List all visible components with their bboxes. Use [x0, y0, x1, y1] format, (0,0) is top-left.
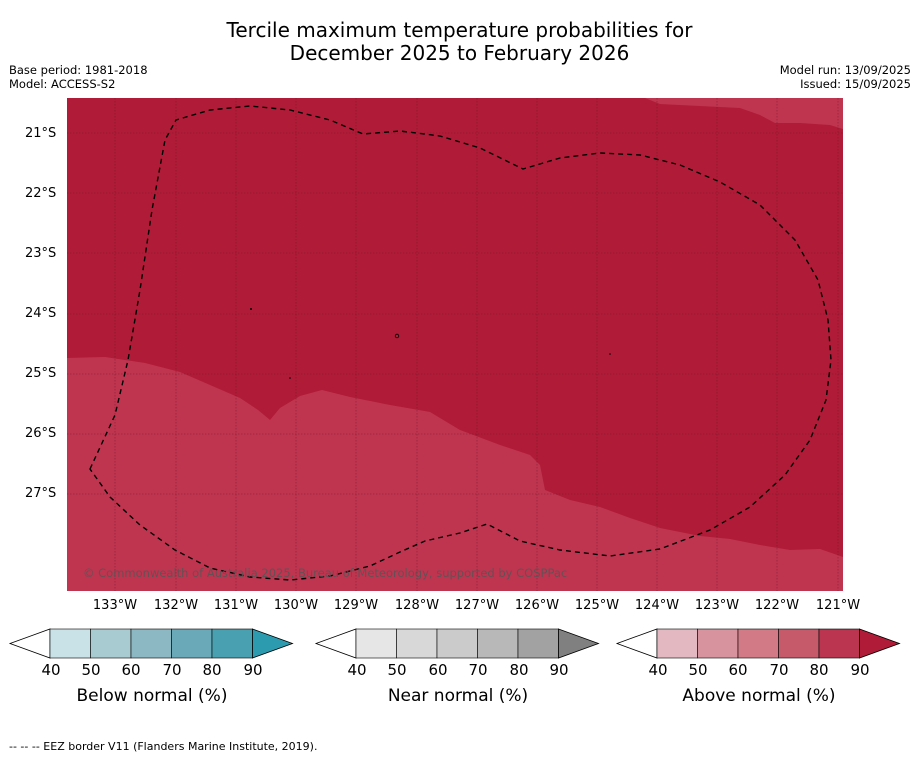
lat-label: 26°S: [25, 426, 57, 441]
island-marker: [289, 377, 291, 379]
lon-label: 132°W: [153, 598, 199, 613]
lon-label: 133°W: [92, 598, 138, 613]
colorbars: [8, 628, 901, 659]
colorbar-near-label: Near normal (%): [387, 686, 529, 706]
cb-tick: 90: [243, 661, 263, 679]
lon-label: 123°W: [694, 598, 740, 613]
cb-tick: 90: [850, 661, 870, 679]
colorbar-near-extend-high: [558, 628, 600, 659]
lon-label: 124°W: [634, 598, 680, 613]
model-run: Model run: 13/09/2025: [779, 63, 911, 77]
copyright-text: © Commonwealth of Australia 2025, Bureau…: [83, 566, 568, 580]
colorbar-above-extend-low: [615, 628, 658, 659]
colorbar-near-segment: [477, 628, 519, 659]
cb-tick: 40: [41, 661, 61, 679]
map-area-above-70-north: [645, 98, 843, 129]
lon-label: 130°W: [273, 598, 319, 613]
title-line-1: Tercile maximum temperature probabilitie…: [226, 18, 693, 42]
cb-tick: 60: [428, 661, 448, 679]
base-period: Base period: 1981-2018: [9, 63, 148, 77]
colorbar-below-segment: [49, 628, 91, 659]
colorbar-above-segment: [697, 628, 739, 659]
lat-label: 25°S: [25, 366, 57, 381]
lat-label: 24°S: [25, 306, 57, 321]
cb-tick: 50: [688, 661, 708, 679]
lon-label: 131°W: [213, 598, 259, 613]
cb-tick: 90: [549, 661, 569, 679]
lon-label: 127°W: [454, 598, 500, 613]
lat-label: 23°S: [25, 246, 57, 261]
colorbar-below-segment: [211, 628, 253, 659]
lat-label: 27°S: [25, 486, 57, 501]
cb-tick: 60: [728, 661, 748, 679]
colorbar-above-extend-high: [859, 628, 901, 659]
cb-tick: 40: [347, 661, 367, 679]
lon-label: 126°W: [514, 598, 560, 613]
island-marker: [609, 353, 611, 355]
colorbar-below-extend-high: [252, 628, 294, 659]
issued-date: Issued: 15/09/2025: [800, 77, 911, 91]
colorbar-above-segment: [656, 628, 698, 659]
cb-tick: 40: [648, 661, 668, 679]
cb-tick: 80: [202, 661, 222, 679]
colorbar-near-extend-low: [314, 628, 357, 659]
colorbar-above-segment: [737, 628, 779, 659]
lat-label: 22°S: [25, 186, 57, 201]
colorbar-near-segment: [517, 628, 559, 659]
meta-right: Model run: 13/09/2025 Issued: 15/09/2025: [780, 63, 911, 91]
colorbar-below-segment: [171, 628, 213, 659]
colorbar-near-segment: [355, 628, 397, 659]
cb-tick: 50: [81, 661, 101, 679]
colorbar-below-label: Below normal (%): [76, 686, 228, 706]
eez-legend-footer: -- -- -- EEZ border V11 (Flanders Marine…: [9, 740, 318, 753]
colorbar-above-segment: [818, 628, 860, 659]
meta-left: Base period: 1981-2018 Model: ACCESS-S2: [9, 63, 148, 91]
colorbar-below-segment: [90, 628, 132, 659]
eez-border: [89, 105, 832, 581]
island-marker: [250, 308, 252, 310]
lon-label: 122°W: [754, 598, 800, 613]
map-area-above-70-south: [67, 357, 843, 591]
colorbar-above-segment: [778, 628, 820, 659]
colorbar-near-segment: [396, 628, 438, 659]
chart-title: Tercile maximum temperature probabilitie…: [0, 19, 919, 65]
cb-tick: 70: [468, 661, 488, 679]
lat-label: 21°S: [25, 126, 57, 141]
colorbar-below-segment: [130, 628, 172, 659]
model-name: Model: ACCESS-S2: [9, 77, 116, 91]
lon-label: 129°W: [333, 598, 379, 613]
lon-label: 125°W: [574, 598, 620, 613]
lon-label: 121°W: [815, 598, 861, 613]
title-line-2: December 2025 to February 2026: [289, 41, 630, 65]
lon-label: 128°W: [394, 598, 440, 613]
island-marker: [394, 333, 400, 339]
cb-tick: 80: [809, 661, 829, 679]
cb-tick: 70: [769, 661, 789, 679]
colorbar-above-label: Above normal (%): [682, 686, 836, 706]
cb-tick: 70: [162, 661, 182, 679]
cb-tick: 60: [121, 661, 141, 679]
colorbar-below-extend-low: [8, 628, 51, 659]
colorbar-near-segment: [436, 628, 478, 659]
cb-tick: 50: [387, 661, 407, 679]
cb-tick: 80: [509, 661, 529, 679]
